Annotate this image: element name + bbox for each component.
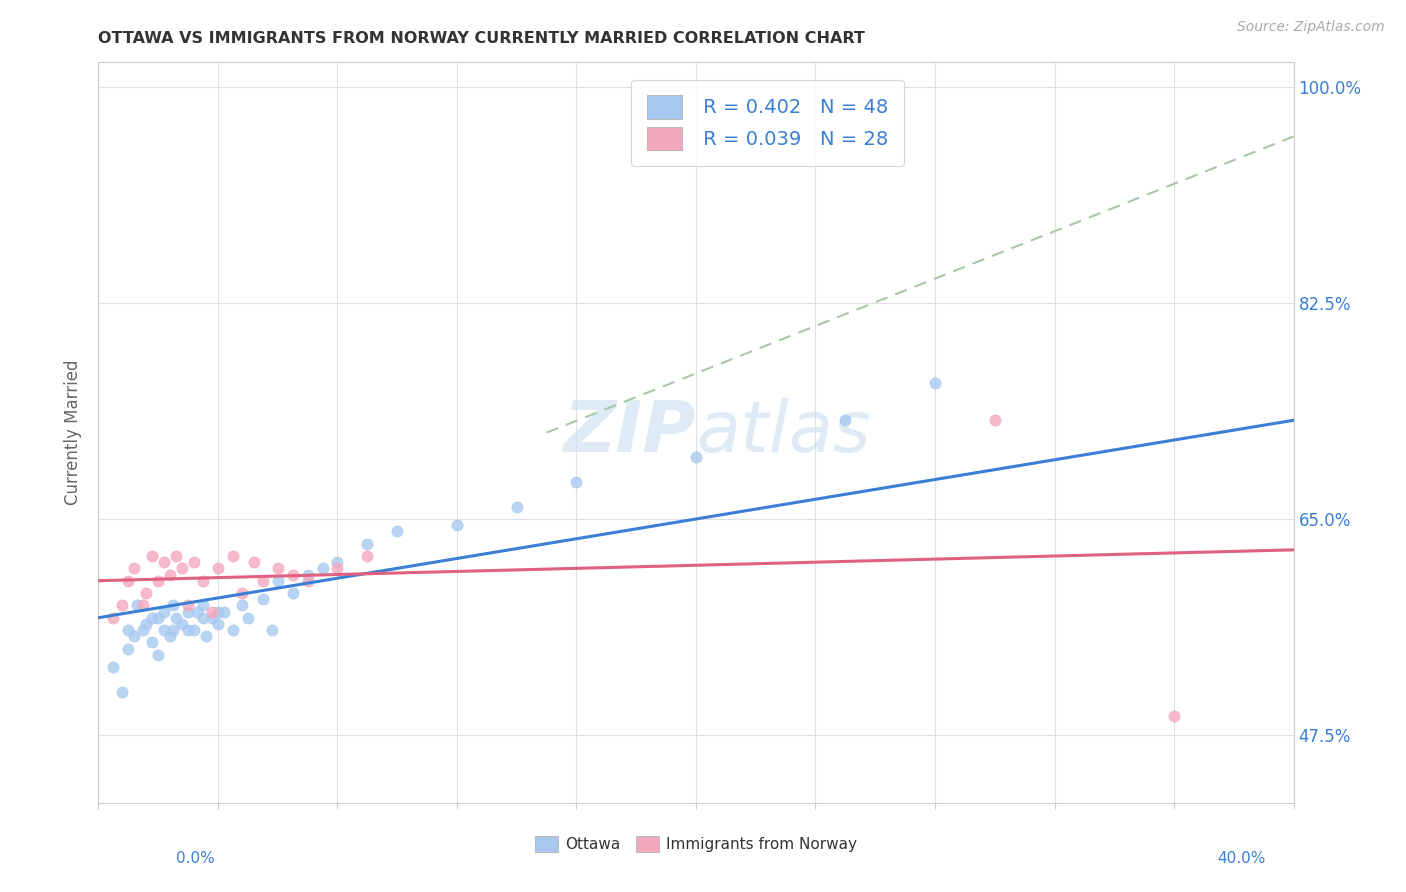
Point (191, 611, 214, 625)
Text: 40.0%: 40.0% (1218, 852, 1265, 866)
Text: atlas: atlas (696, 398, 870, 467)
Point (124, 561, 146, 575)
Point (132, 599, 155, 613)
Point (252, 592, 274, 607)
Point (162, 623, 184, 637)
Point (207, 605, 229, 619)
Point (260, 623, 283, 637)
Point (159, 629, 181, 643)
Point (117, 641, 139, 656)
Point (231, 599, 253, 613)
Point (111, 599, 134, 613)
Point (103, 611, 125, 625)
Point (297, 567, 319, 582)
Point (212, 605, 235, 619)
Point (141, 611, 163, 625)
Point (135, 586, 157, 600)
Point (201, 611, 224, 625)
Point (132, 623, 155, 637)
Point (685, 450, 707, 465)
Point (153, 555, 176, 569)
Point (356, 549, 378, 563)
Y-axis label: Currently Married: Currently Married (65, 359, 83, 506)
Point (172, 616, 194, 631)
Point (191, 599, 214, 613)
Point (172, 561, 194, 575)
Point (252, 574, 274, 588)
Point (446, 518, 468, 533)
Point (984, 413, 1007, 427)
Point (267, 574, 290, 588)
Point (191, 574, 214, 588)
Point (148, 611, 170, 625)
Point (159, 567, 181, 582)
Point (281, 586, 304, 600)
Point (267, 561, 290, 575)
Point (231, 586, 253, 600)
Point (177, 623, 200, 637)
Point (281, 567, 304, 582)
Point (565, 475, 588, 489)
Point (127, 599, 149, 613)
Point (236, 611, 259, 625)
Point (506, 500, 529, 514)
Point (165, 549, 187, 563)
Point (1163, 709, 1185, 723)
Point (177, 599, 200, 613)
Point (124, 629, 146, 643)
Legend: Ottawa, Immigrants from Norway: Ottawa, Immigrants from Norway (529, 830, 863, 858)
Point (177, 605, 200, 619)
Point (207, 561, 229, 575)
Point (117, 574, 139, 588)
Text: ZIP: ZIP (564, 398, 696, 467)
Point (195, 629, 218, 643)
Point (111, 685, 134, 699)
Point (141, 549, 163, 563)
Point (148, 648, 170, 662)
Point (311, 561, 333, 575)
Point (356, 537, 378, 551)
Text: 0.0%: 0.0% (176, 852, 215, 866)
Point (326, 555, 349, 569)
Point (222, 623, 245, 637)
Point (222, 549, 245, 563)
Point (103, 660, 125, 674)
Point (201, 605, 224, 619)
Point (135, 616, 157, 631)
Point (186, 605, 208, 619)
Point (165, 611, 187, 625)
Point (834, 413, 856, 427)
Point (297, 574, 319, 588)
Point (153, 623, 176, 637)
Text: OTTAWA VS IMMIGRANTS FROM NORWAY CURRENTLY MARRIED CORRELATION CHART: OTTAWA VS IMMIGRANTS FROM NORWAY CURRENT… (98, 31, 865, 46)
Point (148, 574, 170, 588)
Point (162, 599, 184, 613)
Point (153, 605, 176, 619)
Point (207, 616, 229, 631)
Point (183, 623, 205, 637)
Text: Source: ZipAtlas.com: Source: ZipAtlas.com (1237, 20, 1385, 34)
Point (117, 623, 139, 637)
Point (924, 376, 946, 391)
Point (385, 524, 409, 539)
Point (326, 561, 349, 575)
Point (183, 555, 205, 569)
Point (141, 635, 163, 649)
Point (243, 555, 266, 569)
